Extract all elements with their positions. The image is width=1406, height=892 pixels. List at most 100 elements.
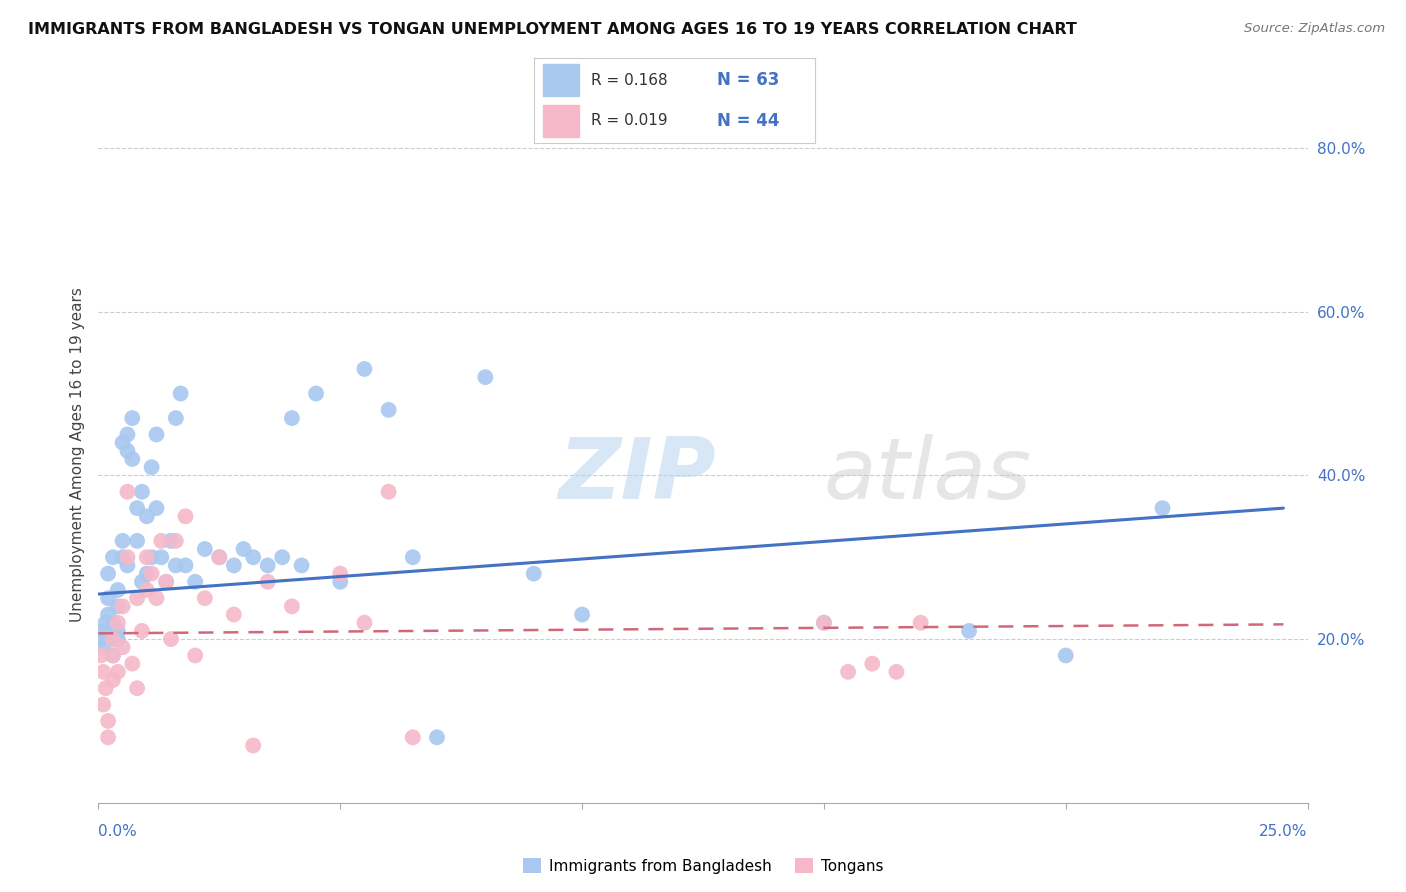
Point <box>1054 648 1077 663</box>
Point <box>107 582 129 597</box>
Point <box>101 615 124 630</box>
Point <box>353 615 375 630</box>
Text: 0.0%: 0.0% <box>98 823 138 838</box>
Point <box>121 657 143 671</box>
Point <box>145 427 167 442</box>
Point <box>107 665 129 679</box>
Point <box>111 640 134 655</box>
Point <box>141 566 163 581</box>
Point <box>91 698 114 712</box>
Point <box>222 558 245 573</box>
Point <box>377 403 399 417</box>
Text: R = 0.168: R = 0.168 <box>591 72 666 87</box>
Point <box>305 386 328 401</box>
Point <box>1152 501 1174 516</box>
Point <box>94 615 117 630</box>
Point <box>135 582 157 597</box>
Point <box>184 648 207 663</box>
Point <box>860 657 883 671</box>
Point <box>813 615 835 630</box>
Point <box>281 411 304 425</box>
Point <box>957 624 980 638</box>
Point <box>208 550 231 565</box>
Point <box>165 411 187 425</box>
Point <box>150 550 173 565</box>
Point <box>256 558 278 573</box>
Point <box>329 566 352 581</box>
Text: R = 0.019: R = 0.019 <box>591 113 666 128</box>
Point <box>169 386 191 401</box>
Point <box>117 558 139 573</box>
Point <box>813 615 835 630</box>
Point <box>208 550 231 565</box>
Point <box>97 607 120 622</box>
Point <box>111 599 134 614</box>
Point <box>131 574 153 589</box>
Point <box>107 599 129 614</box>
Point <box>141 460 163 475</box>
Point <box>101 632 124 646</box>
Point <box>117 427 139 442</box>
Point <box>131 484 153 499</box>
Point <box>111 435 134 450</box>
Point <box>107 632 129 646</box>
Point <box>426 731 449 745</box>
Point <box>155 574 177 589</box>
Point <box>194 542 217 557</box>
Point <box>910 615 932 630</box>
Point <box>91 624 114 638</box>
Point <box>160 632 183 646</box>
Point <box>90 632 112 646</box>
Point <box>174 509 197 524</box>
Point <box>127 591 149 606</box>
Point <box>101 673 124 687</box>
Point <box>127 501 149 516</box>
Point <box>97 714 120 728</box>
Point <box>94 681 117 696</box>
Point <box>886 665 908 679</box>
Point <box>101 550 124 565</box>
Point <box>329 574 352 589</box>
Point <box>160 533 183 548</box>
Point <box>135 566 157 581</box>
Text: IMMIGRANTS FROM BANGLADESH VS TONGAN UNEMPLOYMENT AMONG AGES 16 TO 19 YEARS CORR: IMMIGRANTS FROM BANGLADESH VS TONGAN UNE… <box>28 22 1077 37</box>
Point <box>127 681 149 696</box>
Point <box>165 533 187 548</box>
Point <box>184 574 207 589</box>
Point <box>90 648 112 663</box>
Point <box>101 648 124 663</box>
Point <box>97 591 120 606</box>
Point <box>155 574 177 589</box>
Text: Source: ZipAtlas.com: Source: ZipAtlas.com <box>1244 22 1385 36</box>
Point <box>194 591 217 606</box>
Point <box>97 566 120 581</box>
Point <box>145 591 167 606</box>
Text: ZIP: ZIP <box>558 434 716 517</box>
Text: atlas: atlas <box>824 434 1032 517</box>
Point <box>107 624 129 638</box>
Point <box>127 533 149 548</box>
Point <box>271 550 294 565</box>
Point <box>117 550 139 565</box>
Point <box>135 509 157 524</box>
Point <box>121 411 143 425</box>
Point <box>101 648 124 663</box>
Text: N = 63: N = 63 <box>717 71 779 89</box>
Point <box>281 599 304 614</box>
Bar <box>543 104 579 136</box>
Point <box>242 739 264 753</box>
Point <box>523 566 546 581</box>
Point <box>290 558 312 573</box>
Point <box>571 607 593 622</box>
Point <box>232 542 254 557</box>
Point <box>91 665 114 679</box>
Legend: Immigrants from Bangladesh, Tongans: Immigrants from Bangladesh, Tongans <box>517 852 889 880</box>
Point <box>107 615 129 630</box>
Point <box>121 452 143 467</box>
Point <box>150 533 173 548</box>
Text: 25.0%: 25.0% <box>1260 823 1308 838</box>
Point <box>131 624 153 638</box>
Point <box>145 501 167 516</box>
Point <box>111 533 134 548</box>
Point <box>474 370 496 384</box>
